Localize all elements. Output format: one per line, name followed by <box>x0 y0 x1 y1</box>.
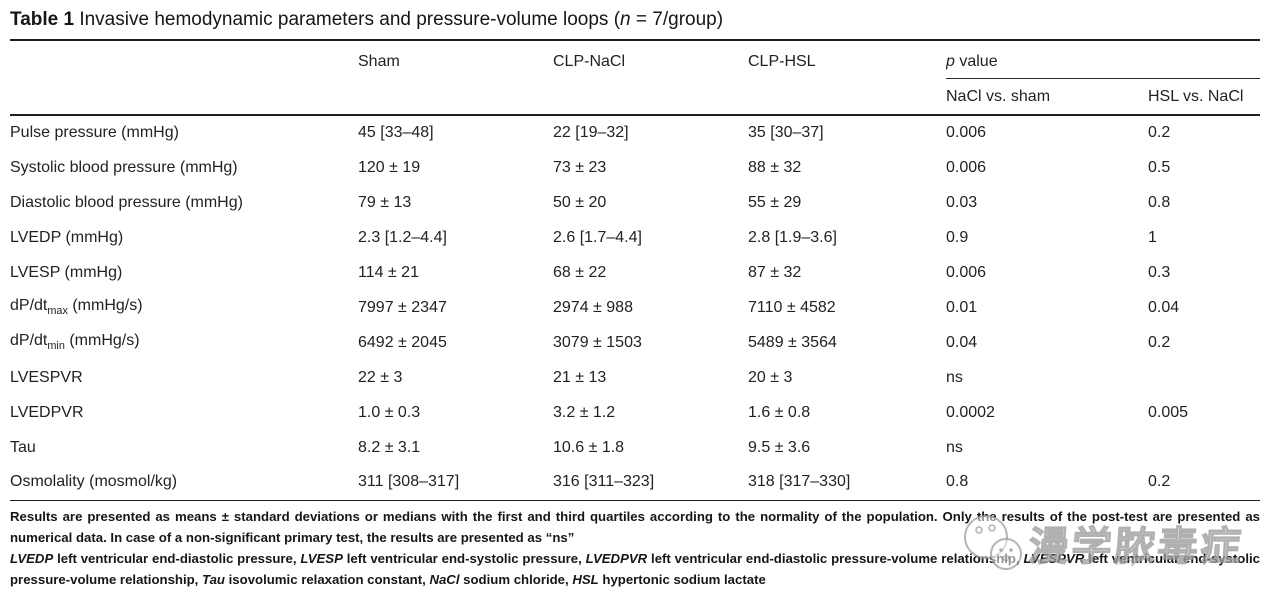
cell-p-hsl-vs-nacl: 0.2 <box>1148 333 1171 351</box>
cell-sham: 22 ± 3 <box>358 368 403 386</box>
row-label: Diastolic blood pressure (mmHg) <box>10 193 243 211</box>
footnote-results: Results are presented as means ± standar… <box>10 508 1260 545</box>
cell-p-nacl-vs-sham: 0.9 <box>946 228 969 246</box>
cell-p-nacl-vs-sham: 0.04 <box>946 333 978 351</box>
hemodynamic-parameters-table: Sham CLP-NaCl CLP-HSL p value NaCl vs. s… <box>10 39 1261 501</box>
table-body: Pulse pressure (mmHg) 45 [33–48] 22 [19–32… <box>10 115 1260 500</box>
cell-p-hsl-vs-nacl <box>1148 360 1260 395</box>
cell-clp-nacl: 316 [311–323] <box>553 473 655 491</box>
table-footnotes: Results are presented as means ± standar… <box>10 506 1260 590</box>
cell-sham: 114 ± 21 <box>358 263 419 281</box>
cell-clp-hsl: 87 ± 32 <box>748 263 802 281</box>
cell-p-hsl-vs-nacl: 0.005 <box>1148 403 1189 421</box>
cell-p-nacl-vs-sham: 0.03 <box>946 193 978 211</box>
cell-p-hsl-vs-nacl <box>1148 430 1260 465</box>
cell-p-hsl-vs-nacl: 0.8 <box>1148 193 1171 211</box>
cell-clp-hsl: 7110 ± 4582 <box>748 298 836 316</box>
cell-p-nacl-vs-sham: 0.01 <box>946 298 978 316</box>
cell-p-hsl-vs-nacl: 0.2 <box>1148 473 1171 491</box>
cell-sham: 7997 ± 2347 <box>358 298 447 316</box>
cell-p-nacl-vs-sham: 0.006 <box>946 158 987 176</box>
cell-clp-hsl: 318 [317–330] <box>748 473 851 491</box>
row-label: LVEDPVR <box>10 403 84 421</box>
cell-clp-hsl: 35 [30–37] <box>748 124 824 141</box>
cell-clp-nacl: 68 ± 22 <box>553 263 607 281</box>
table-row: dP/dtmin (mmHg/s) 6492 ± 2045 3079 ± 1503 5… <box>10 325 1260 360</box>
cell-clp-hsl: 55 ± 29 <box>748 193 802 211</box>
cell-p-nacl-vs-sham: 0.8 <box>946 473 969 491</box>
table-row: LVEDPVR 1.0 ± 0.3 3.2 ± 1.2 1.6 ± 0.8 0.0002… <box>10 395 1260 430</box>
row-label: LVESP (mmHg) <box>10 263 123 281</box>
table-row: LVEDP (mmHg) 2.3 [1.2–4.4] 2.6 [1.7–4.4] 2.… <box>10 220 1260 255</box>
row-label: Pulse pressure (mmHg) <box>10 124 179 141</box>
cell-clp-nacl: 22 [19–32] <box>553 124 629 141</box>
cell-clp-nacl: 2974 ± 988 <box>553 298 633 316</box>
cell-sham: 311 [308–317] <box>358 473 460 491</box>
table-row: Pulse pressure (mmHg) 45 [33–48] 22 [19–32… <box>10 115 1260 150</box>
column-header-hsl-vs-nacl: HSL vs. NaCl <box>1148 78 1261 116</box>
table-row: Tau 8.2 ± 3.1 10.6 ± 1.8 9.5 ± 3.6 ns <box>10 430 1260 465</box>
table-title: Table 1 Invasive hemodynamic parameters … <box>10 9 724 30</box>
cell-sham: 45 [33–48] <box>358 124 434 141</box>
footnote-abbreviations: LVEDP left ventricular end-diastolic pre… <box>10 550 1260 587</box>
cell-clp-nacl: 3079 ± 1503 <box>553 333 642 351</box>
cell-p-hsl-vs-nacl: 0.5 <box>1148 158 1171 176</box>
cell-p-hsl-vs-nacl: 0.3 <box>1148 263 1171 281</box>
column-header-clp-nacl: CLP-NaCl <box>553 52 626 70</box>
cell-p-hsl-vs-nacl: 0.04 <box>1148 298 1180 316</box>
cell-clp-nacl: 21 ± 13 <box>553 368 607 386</box>
cell-p-hsl-vs-nacl: 0.2 <box>1148 124 1171 141</box>
table-header: Sham CLP-NaCl CLP-HSL p value NaCl vs. s… <box>10 40 1261 116</box>
column-header-parameter <box>10 40 358 79</box>
cell-clp-hsl: 88 ± 32 <box>748 158 802 176</box>
row-label: dP/dtmax (mmHg/s) <box>10 297 143 318</box>
column-header-nacl-vs-sham: NaCl vs. sham <box>946 78 1148 116</box>
cell-p-nacl-vs-sham: 0.0002 <box>946 403 995 421</box>
cell-clp-hsl: 1.6 ± 0.8 <box>748 403 811 421</box>
header-row-subcolumns: NaCl vs. sham HSL vs. NaCl <box>10 78 1261 116</box>
table-row: LVESP (mmHg) 114 ± 21 68 ± 22 87 ± 32 0.006 0… <box>10 255 1260 290</box>
cell-clp-nacl: 73 ± 23 <box>553 158 607 176</box>
cell-clp-nacl: 3.2 ± 1.2 <box>553 403 616 421</box>
cell-p-nacl-vs-sham: ns <box>946 438 963 456</box>
cell-p-nacl-vs-sham: ns <box>946 368 963 386</box>
table-row: dP/dtmax (mmHg/s) 7997 ± 2347 2974 ± 988 71… <box>10 290 1260 325</box>
cell-sham: 1.0 ± 0.3 <box>358 403 421 421</box>
cell-clp-hsl: 5489 ± 3564 <box>748 333 837 351</box>
cell-sham: 79 ± 13 <box>358 193 412 211</box>
cell-clp-hsl: 20 ± 3 <box>748 368 793 386</box>
cell-sham: 6492 ± 2045 <box>358 333 447 351</box>
row-label: dP/dtmin (mmHg/s) <box>10 332 140 353</box>
row-label: Osmolality (mosmol/kg) <box>10 473 178 491</box>
cell-p-nacl-vs-sham: 0.006 <box>946 263 987 281</box>
cell-sham: 8.2 ± 3.1 <box>358 438 421 456</box>
table-row: Diastolic blood pressure (mmHg) 79 ± 13 50… <box>10 185 1260 220</box>
cell-sham: 120 ± 19 <box>358 158 421 176</box>
cell-clp-hsl: 2.8 [1.9–3.6] <box>748 228 837 246</box>
table-row: LVESPVR 22 ± 3 21 ± 13 20 ± 3 ns <box>10 360 1260 395</box>
column-header-sham: Sham <box>358 52 400 70</box>
row-label: LVESPVR <box>10 368 83 386</box>
row-label: LVEDP (mmHg) <box>10 228 124 246</box>
column-header-clp-hsl: CLP-HSL <box>748 52 816 70</box>
cell-clp-nacl: 2.6 [1.7–4.4] <box>553 228 642 246</box>
cell-clp-nacl: 50 ± 20 <box>553 193 607 211</box>
column-header-p-value: p value <box>946 40 1261 79</box>
cell-p-nacl-vs-sham: 0.006 <box>946 124 987 141</box>
row-label: Tau <box>10 438 36 456</box>
cell-clp-nacl: 10.6 ± 1.8 <box>553 438 625 456</box>
cell-p-hsl-vs-nacl: 1 <box>1148 228 1157 246</box>
cell-clp-hsl: 9.5 ± 3.6 <box>748 438 811 456</box>
table-row: Osmolality (mosmol/kg) 311 [308–317] 316 [… <box>10 465 1260 500</box>
cell-sham: 2.3 [1.2–4.4] <box>358 228 447 246</box>
table-row: Systolic blood pressure (mmHg) 120 ± 19 73… <box>10 150 1260 185</box>
row-label: Systolic blood pressure (mmHg) <box>10 158 238 176</box>
header-row-groups: Sham CLP-NaCl CLP-HSL p value <box>10 40 1261 79</box>
